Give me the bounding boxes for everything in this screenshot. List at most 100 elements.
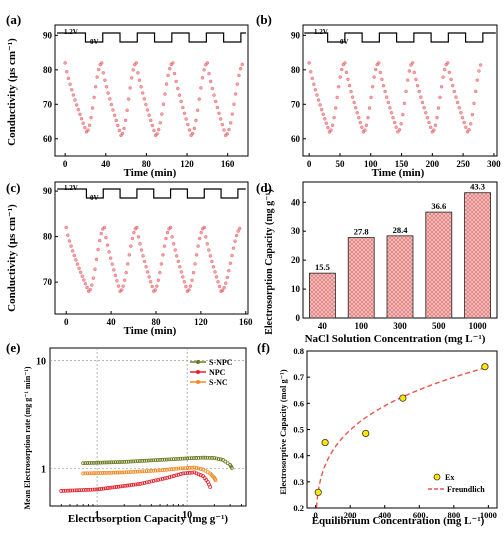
panel-c-data-point-71 (174, 254, 179, 258)
panel-e-npc-point-0-4 (68, 488, 73, 493)
panel-c-data-point-4 (70, 249, 75, 253)
panel-c-data-point-89 (202, 225, 206, 230)
panel-b-data-point-33 (358, 120, 362, 125)
panel-b-xtick-label-2: 100 (364, 159, 378, 169)
panel-e-s-npc-point-5-2 (216, 457, 221, 461)
panel-d-ytick-label-0: 0 (296, 313, 301, 323)
panel-c-data-point-48 (139, 248, 144, 252)
panel-c-data-point-92 (207, 248, 211, 252)
panel-a-data-point-2 (66, 76, 71, 81)
panel-e-s-nc-point-3-4 (185, 466, 190, 470)
panel-f-ytick-label-5: 0.7 (293, 372, 304, 382)
panel-e-s-npc-point-1-2 (126, 459, 131, 464)
panel-f-ytick-label-6: 0.8 (293, 346, 304, 356)
panel-f-xtick-label-1: 200 (344, 510, 357, 520)
panel-b-data-point-83 (438, 95, 442, 100)
panel-c-data-point-50 (142, 259, 147, 264)
panel-b-data-point-103 (470, 112, 475, 117)
panel-e-s-nc-point-0-11 (105, 470, 109, 475)
panel-c-xtick-label-4: 160 (239, 317, 253, 327)
panel-e-npc-point-4-2 (185, 471, 190, 475)
panel-c-data-point-103 (224, 281, 228, 285)
panel-b-data-point-106 (475, 78, 479, 82)
panel-e-s-nc-point-1-11 (146, 469, 151, 473)
panel-c-data-point-30 (112, 268, 116, 272)
panel-b-data-point-68 (414, 77, 418, 82)
panel-e-s-npc-point-0-6 (94, 460, 99, 465)
panel-b-tag: (b) (256, 12, 272, 27)
panel-a-data-point-28 (108, 97, 112, 101)
panel-a-data-point-45 (134, 61, 138, 65)
panel-e-npc-point-1-3 (101, 486, 106, 491)
panel-c-data-point-41 (129, 244, 133, 248)
panel-b-data-point-70 (417, 89, 421, 94)
panel-e-npc-point-3-0 (165, 475, 170, 480)
panel-f: (f) Electrosorptive Capacity (mol g⁻¹) E… (257, 340, 498, 527)
panel-a-data-point-102 (227, 127, 231, 132)
panel-d-value-label-3: 36.6 (431, 201, 446, 211)
panel-c-data-point-8 (77, 266, 81, 270)
panel-e-s-npc-point-0-5 (92, 460, 96, 465)
panel-d-value-label-1: 27.8 (354, 227, 369, 237)
panel-e-s-nc-point-3-5 (187, 465, 192, 470)
panel-a-data-point-48 (139, 85, 143, 89)
panel-c-data-point-61 (159, 262, 164, 266)
panel-e-s-npc-point-1-1 (124, 459, 129, 464)
panel-e-s-nc-point-7-2 (213, 478, 218, 483)
panel-f-xlabel: Equilibrium Concentration (mg L⁻¹) (312, 515, 485, 527)
panel-a-data-point-36 (120, 131, 125, 136)
panel-b-data-point-84 (439, 85, 444, 89)
panel-b-data-point-48 (381, 83, 386, 88)
panel-a-xtick-label-0: 0 (63, 159, 68, 169)
panel-c-data-point-49 (141, 254, 145, 258)
panel-c-frame (54, 181, 249, 315)
panel-c-data-point-3 (69, 244, 73, 248)
panel-e-s-npc-point-0-9 (100, 460, 105, 465)
panel-e-legend-marker-2 (196, 380, 200, 384)
panel-c-data-point-46 (136, 235, 141, 239)
panel-e-npc-point-3-2 (169, 474, 174, 479)
panel-e-tag: (e) (6, 340, 20, 355)
panel-e-s-nc-point-2-4 (167, 467, 172, 472)
panel-b-data-point-14 (329, 128, 333, 132)
panel-e-npc-point-5-0 (192, 470, 197, 475)
panel-f-ylabel: Electrosorptive Capacity (mol g⁻¹) (278, 369, 288, 494)
panel-e-s-npc-point-2-11 (183, 456, 187, 461)
panel-e-npc-point-5-1 (194, 471, 199, 476)
panel-b-xtick-label-0: 0 (307, 159, 312, 169)
panel-b-data-point-73 (422, 106, 426, 110)
panel-c-xtick-label-2: 80 (151, 317, 161, 327)
panel-a-frame (54, 24, 249, 157)
panel-e-s-npc-point-2-0 (158, 458, 162, 462)
panel-e-npc-point-1-6 (108, 485, 112, 490)
panel-b-data-point-32 (357, 115, 361, 120)
panel-e-npc-point-0-9 (79, 488, 84, 493)
panel-a-data-point-21 (96, 67, 101, 72)
panel-c-data-point-54 (148, 280, 153, 284)
panel-e-s-nc-point-3-6 (190, 465, 194, 470)
panel-e-s-nc-point-2-2 (162, 468, 167, 472)
panel-e-s-npc-point-1-9 (142, 458, 147, 463)
panel-a-data-point-6 (73, 98, 77, 102)
panel-a-data-point-71 (176, 86, 180, 91)
panel-b-data-point-36 (363, 128, 367, 132)
panel-e-npc-point-0-1 (61, 488, 66, 493)
panel-c-data-point-28 (108, 256, 113, 260)
panel-b-data-point-5 (315, 93, 319, 97)
panel-b-data-point-51 (386, 100, 390, 105)
panel-e-s-nc-point-0-8 (98, 471, 103, 475)
panel-e-npc-point-3-5 (176, 472, 181, 477)
panel-e-s-npc-point-0-2 (85, 461, 90, 465)
panel-c-data-point-16 (90, 283, 94, 287)
panel-c-data-point-27 (107, 250, 111, 254)
panel-e-s-npc-point-4-2 (205, 455, 210, 460)
panel-e-s-npc-point-2-9 (178, 456, 183, 461)
panel-f-legend-marker-ex (433, 473, 441, 481)
panel-e-npc-point-5-2 (196, 472, 201, 477)
panel-c-data-point-0 (64, 225, 68, 230)
panel-f-ex-point-4 (481, 363, 489, 371)
panel-e-s-nc-point-0-14 (111, 470, 116, 475)
panel-a-data-point-19 (93, 85, 98, 89)
panel-b-data-point-93 (454, 95, 458, 99)
panel-f-ytick-label-1: 0.3 (293, 477, 304, 487)
